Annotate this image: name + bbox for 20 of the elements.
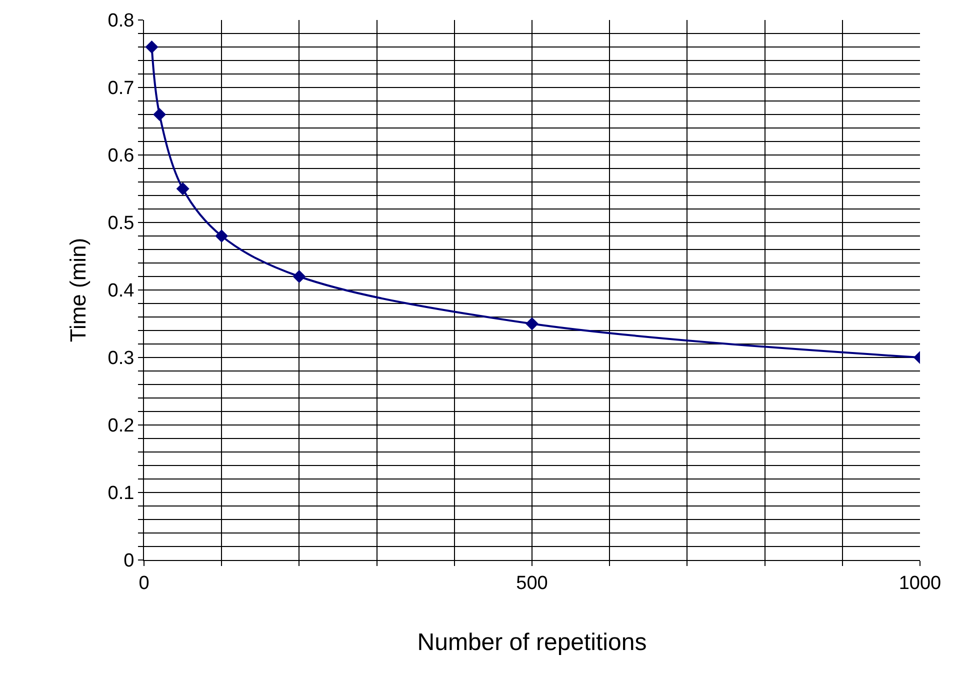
point [153, 108, 166, 121]
y-tick-label: 0.2 [108, 416, 134, 437]
y-tick-label: 0 [124, 550, 134, 572]
point [292, 270, 306, 283]
y-tick-label: 0.6 [108, 146, 134, 167]
y-tick-label: 0.8 [108, 10, 134, 32]
x-tick-label: 500 [516, 572, 548, 594]
point [176, 182, 190, 196]
point [145, 40, 158, 54]
x-tick-label: 1000 [898, 572, 942, 594]
y-tick-label: 0.3 [108, 348, 134, 370]
point [215, 230, 228, 242]
y-axis-title: Time (min) [66, 238, 91, 342]
y-tick-label: 0.5 [108, 213, 134, 234]
x-axis-title: Number of repetitions [417, 629, 647, 656]
y-tick-label: 0.7 [108, 78, 134, 100]
x-tick-label: 0 [138, 572, 150, 594]
y-tick-label: 0.4 [108, 280, 135, 302]
y-tick-label: 0.1 [108, 483, 134, 504]
point [526, 317, 538, 330]
